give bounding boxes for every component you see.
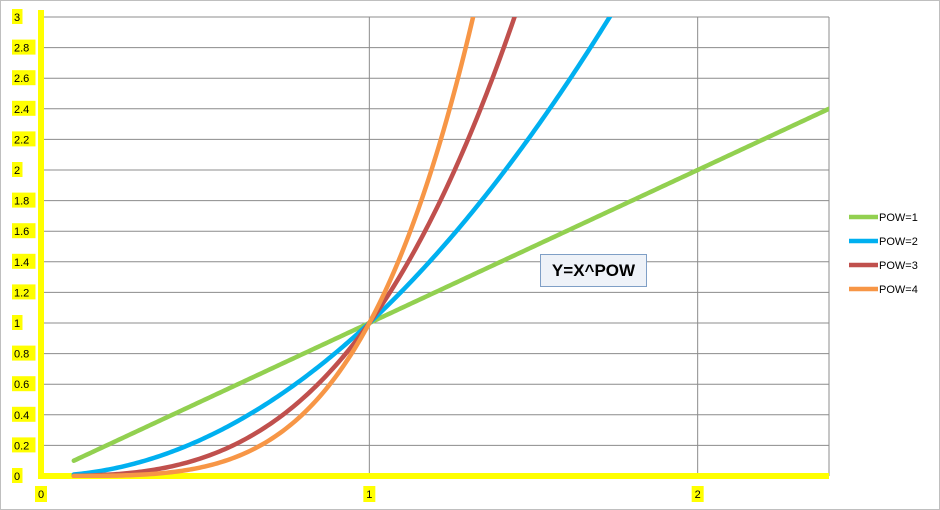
y-tick-label: 0: [14, 471, 20, 483]
y-tick-highlight: [12, 70, 36, 86]
legend-label-pow-3: POW=3: [879, 260, 918, 272]
y-tick-highlight: [12, 253, 36, 269]
y-tick-highlight: [12, 162, 23, 177]
series-line-pow-3: [71, 17, 517, 478]
legend-label-pow-2: POW=2: [879, 236, 918, 248]
x-tick-highlight: [35, 486, 47, 502]
y-tick-label: 1: [14, 318, 20, 330]
y-tick-highlight: [12, 223, 36, 239]
y-tick-highlight: [12, 468, 23, 483]
y-tick-highlight: [12, 39, 36, 55]
y-tick-label: 1.4: [14, 257, 29, 269]
x-tick-label: 1: [366, 489, 372, 501]
legend: POW=1 POW=2 POW=3 POW=4: [849, 212, 918, 296]
y-tick-label: 2.8: [14, 43, 29, 55]
x-tick-highlight: [363, 486, 376, 502]
y-tick-highlight: [12, 376, 36, 392]
y-tick-label: 1.2: [14, 287, 29, 299]
y-tick-highlight: [12, 406, 36, 422]
y-tick-label: 2.6: [14, 73, 29, 85]
series-line-pow-2: [71, 17, 613, 477]
y-tick-highlight: [12, 192, 36, 208]
y-tick-label: 0.8: [14, 349, 29, 361]
legend-label-pow-1: POW=1: [879, 212, 918, 224]
y-tick-label: 0.2: [14, 440, 29, 452]
x-tick-label: 2: [695, 489, 701, 501]
series-lines: [71, 17, 829, 478]
y-tick-label: 2: [14, 165, 20, 177]
y-tick-highlight: [12, 345, 36, 361]
grid-lines: [40, 16, 830, 476]
y-tick-label: 1.6: [14, 226, 29, 238]
y-tick-highlight: [12, 100, 36, 116]
series-line-pow-1: [71, 106, 829, 463]
x-tick-label: 0: [38, 489, 44, 501]
x-tick-highlight: [691, 486, 704, 502]
legend-label-pow-4: POW=4: [879, 284, 918, 296]
axes: 0 0.2 0.4 0.6 0.8 1 1.2 1.4 1.6 1.8 2 2.2 2.4 2.6 2.8 3…: [12, 9, 829, 502]
y-tick-label: 0.6: [14, 379, 29, 391]
chart-annotation: Y=X^POW: [540, 254, 647, 287]
y-tick-label: 3: [14, 12, 20, 24]
y-tick-highlight: [12, 437, 36, 453]
y-tick-label: 1.8: [14, 196, 29, 208]
y-tick-highlight: [12, 131, 36, 147]
y-tick-highlight: [12, 284, 36, 300]
y-tick-label: 2.4: [14, 104, 29, 116]
y-tick-highlight: [12, 9, 23, 24]
series-line-pow-4: [71, 17, 476, 478]
y-tick-label: 0.4: [14, 410, 29, 422]
y-tick-highlight: [12, 315, 23, 330]
y-tick-label: 2.2: [14, 134, 29, 146]
